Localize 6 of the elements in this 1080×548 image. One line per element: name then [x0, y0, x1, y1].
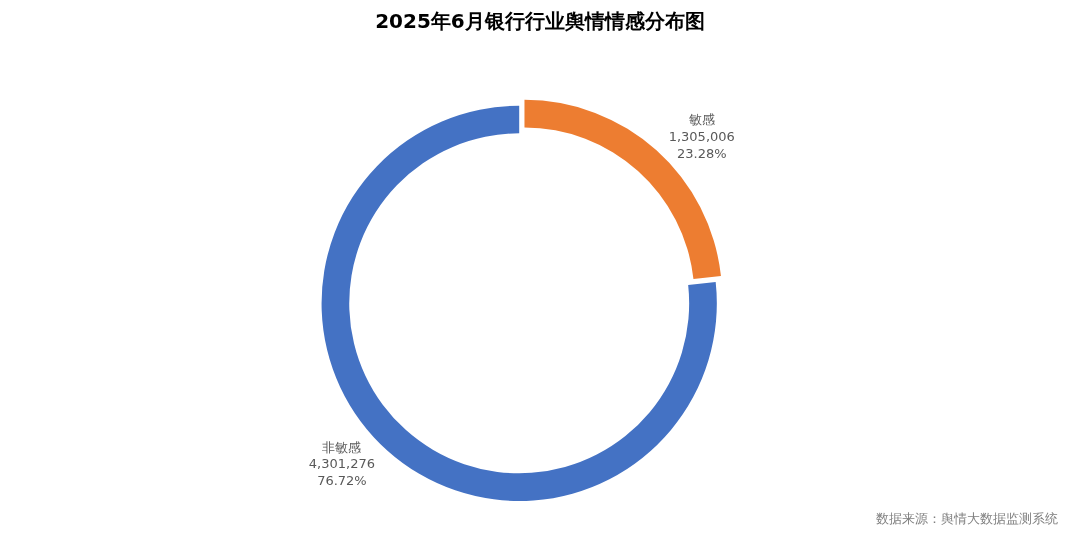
slice-label: 敏感: [688, 112, 715, 128]
data-label: 4,301,276 76.72%: [308, 456, 376, 489]
slice-label: 非敏感: [322, 439, 362, 455]
source-note: 数据来源：舆情大数据监测系统: [876, 511, 1058, 526]
chart-title: 2025年6月银行行业舆情情感分布图: [375, 8, 705, 33]
data-label: 1,305,006 23.28%: [668, 129, 735, 162]
